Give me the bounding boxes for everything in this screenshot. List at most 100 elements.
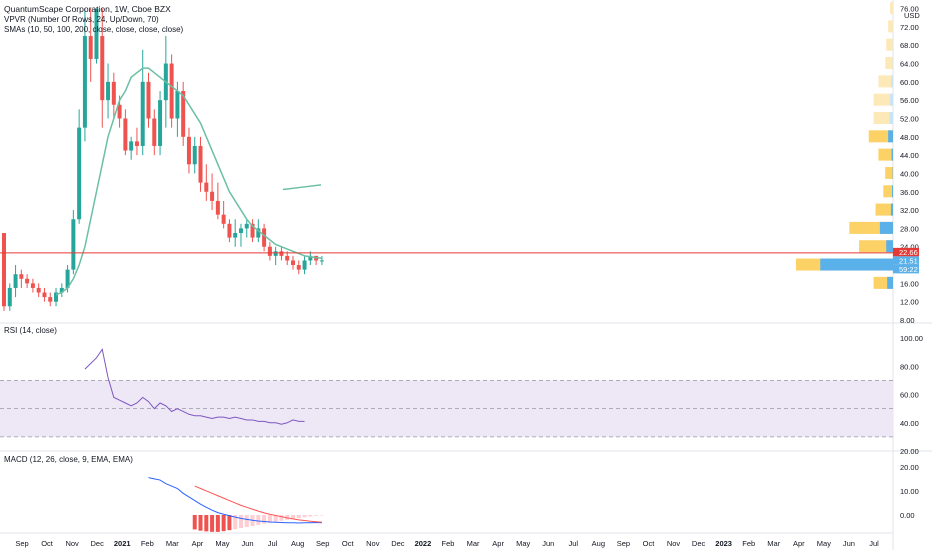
candle-body[interactable] — [30, 283, 35, 288]
candle-body[interactable] — [71, 219, 76, 270]
candle-body[interactable] — [59, 287, 64, 293]
candle-body[interactable] — [198, 145, 203, 183]
candle-body[interactable] — [82, 36, 87, 128]
candle-body[interactable] — [88, 36, 93, 59]
rsi-tick-label: 20.00 — [900, 447, 919, 456]
candle-body[interactable] — [169, 63, 174, 119]
vpvr-row-up — [887, 276, 893, 289]
price-tick-label: 64.00 — [900, 60, 919, 69]
time-tick-label: 2022 — [415, 539, 432, 548]
candle-body[interactable] — [238, 228, 243, 233]
candle-body[interactable] — [192, 145, 197, 165]
candle-body[interactable] — [233, 232, 238, 238]
price-badge — [893, 256, 919, 265]
time-tick-label: Oct — [342, 539, 355, 548]
candle-body[interactable] — [319, 260, 324, 262]
candle-body[interactable] — [285, 255, 290, 261]
candle-body[interactable] — [210, 191, 215, 201]
candle-body[interactable] — [267, 246, 272, 256]
candle-body[interactable] — [54, 292, 59, 302]
candle-body[interactable] — [146, 81, 151, 119]
symbol-title[interactable]: QuantumScape Corporation, 1W, Cboe BZX — [4, 4, 171, 14]
vpvr-row-down — [888, 20, 893, 33]
candle-body[interactable] — [117, 104, 122, 119]
vpvr-row-up — [879, 221, 893, 234]
time-tick-label: Jul — [268, 539, 278, 548]
candle-body[interactable] — [65, 269, 70, 288]
candle-body[interactable] — [25, 278, 30, 284]
candle-body[interactable] — [129, 141, 134, 151]
macd-line — [148, 477, 322, 524]
candle-body[interactable] — [2, 232, 6, 307]
candle-body[interactable] — [244, 223, 249, 229]
vpvr-row-down — [890, 2, 893, 15]
candle-body[interactable] — [273, 251, 278, 256]
candle-body[interactable] — [36, 287, 41, 293]
sma-legend[interactable]: SMAs (10, 50, 100, 200, close, close, cl… — [4, 25, 184, 34]
candle-body[interactable] — [94, 8, 99, 59]
candle-body[interactable] — [221, 214, 226, 224]
time-tick-label: Apr — [192, 539, 204, 548]
candle-body[interactable] — [296, 265, 301, 270]
macd-histogram-bar — [267, 515, 272, 523]
vpvr-row-down — [875, 203, 893, 216]
candle-body[interactable] — [262, 228, 267, 247]
vpvr-row-down — [886, 38, 893, 51]
candle-body[interactable] — [106, 81, 111, 101]
time-tick-label: Nov — [667, 539, 681, 548]
price-tick-label: 48.00 — [900, 133, 919, 142]
candle-body[interactable] — [175, 91, 180, 119]
rsi-legend[interactable]: RSI (14, close) — [4, 326, 57, 335]
time-tick-label: May — [817, 539, 831, 548]
price-tick-label: 56.00 — [900, 96, 919, 105]
candle-body[interactable] — [152, 118, 157, 146]
candle-body[interactable] — [215, 200, 220, 215]
candle-body[interactable] — [308, 255, 313, 261]
macd-legend[interactable]: MACD (12, 26, close, 9, EMA, EMA) — [4, 455, 133, 464]
candle-body[interactable] — [279, 251, 284, 256]
time-tick-label: Jul — [869, 539, 879, 548]
candle-body[interactable] — [111, 81, 116, 105]
time-tick-label: Oct — [41, 539, 54, 548]
candle-body[interactable] — [134, 141, 139, 146]
time-tick-label: Nov — [65, 539, 79, 548]
time-tick-label: Jun — [241, 539, 253, 548]
vpvr-row-down — [873, 111, 893, 124]
candle-body[interactable] — [13, 274, 18, 288]
time-tick-label: Sep — [617, 539, 630, 548]
macd-histogram-bar — [238, 515, 243, 529]
price-tick-label: 8.00 — [900, 316, 915, 325]
candle-body[interactable] — [186, 136, 191, 165]
macd-histogram-bar — [244, 515, 249, 528]
candle-body[interactable] — [100, 36, 105, 101]
candle-body[interactable] — [140, 81, 145, 146]
vpvr-row-up — [888, 130, 893, 143]
candle-body[interactable] — [158, 100, 163, 146]
candle-body[interactable] — [204, 182, 209, 192]
macd-histogram-bar — [192, 515, 197, 530]
macd-histogram-bar — [227, 515, 232, 531]
currency-label: USD — [904, 11, 920, 20]
price-badge-label: 22.66 — [899, 248, 918, 257]
candle-body[interactable] — [19, 274, 24, 279]
time-tick-label: Feb — [442, 539, 455, 548]
candle-body[interactable] — [123, 118, 128, 151]
candle-body[interactable] — [291, 260, 295, 266]
time-tick-label: Dec — [391, 539, 405, 548]
vpvr-row-up — [890, 93, 893, 106]
candle-body[interactable] — [302, 260, 307, 270]
candle-body[interactable] — [7, 287, 12, 307]
price-tick-label: 28.00 — [900, 224, 919, 233]
candle-body[interactable] — [77, 127, 82, 220]
candle-body[interactable] — [256, 228, 261, 238]
candle-body[interactable] — [181, 91, 186, 137]
vpvr-legend[interactable]: VPVR (Number Of Rows, 24, Up/Down, 70) — [4, 15, 159, 24]
sma-segment — [282, 184, 322, 191]
macd-signal-line — [194, 485, 322, 523]
candle-body[interactable] — [227, 223, 232, 238]
price-tick-label: 16.00 — [900, 279, 919, 288]
candle-body[interactable] — [42, 292, 47, 298]
candle-body[interactable] — [48, 297, 53, 302]
candle-body[interactable] — [250, 223, 255, 238]
